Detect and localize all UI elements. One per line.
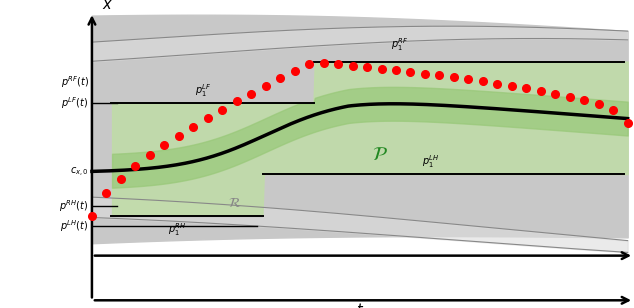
Text: $p^{LF}(t)$: $p^{LF}(t)$ [61,95,89,111]
Text: $x$: $x$ [102,0,113,12]
Text: $t$: $t$ [356,302,364,308]
Text: $\mathcal{P}$: $\mathcal{P}$ [372,144,389,164]
Text: $p_1^{LH}$: $p_1^{LH}$ [422,153,440,170]
Text: $c_{x,0}$: $c_{x,0}$ [70,166,89,179]
Text: $p^{RH}(t)$: $p^{RH}(t)$ [60,198,89,214]
Text: $p^{RF}(t)$: $p^{RF}(t)$ [60,74,89,90]
Text: $p_1^{RH}$: $p_1^{RH}$ [169,221,186,238]
Text: $\mathcal{R}$: $\mathcal{R}$ [228,196,242,210]
Text: $p_1^{LF}$: $p_1^{LF}$ [195,83,211,99]
Text: $p^{LH}(t)$: $p^{LH}(t)$ [60,218,89,234]
Text: $p_1^{RF}$: $p_1^{RF}$ [391,36,408,53]
